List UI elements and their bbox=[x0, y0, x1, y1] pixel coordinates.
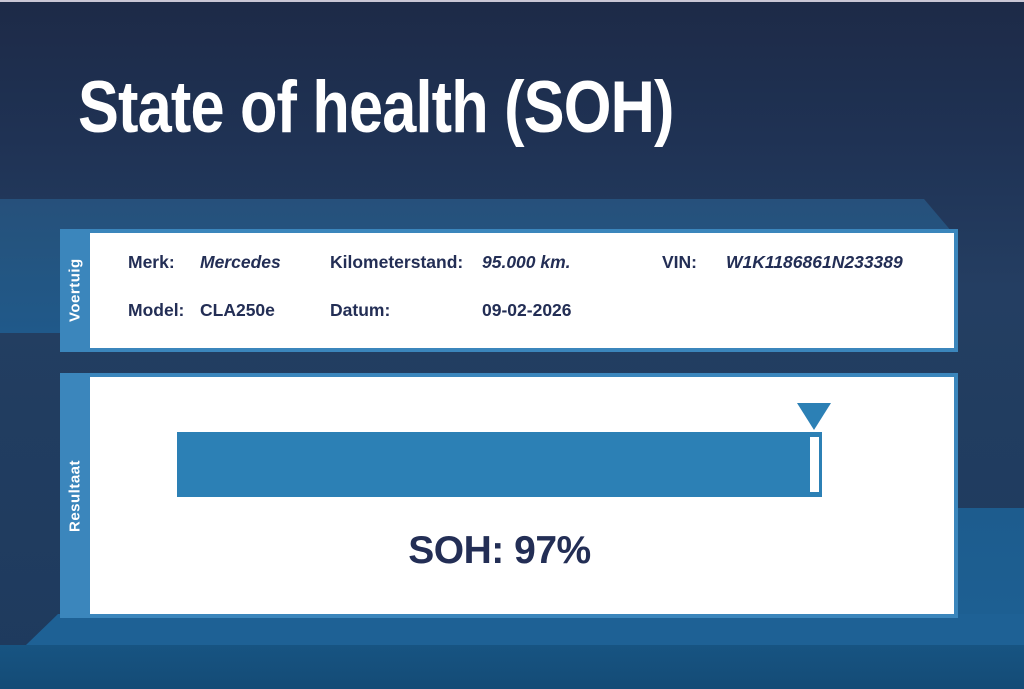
vin-value: W1K1186861N233389 bbox=[726, 252, 903, 272]
page-title: State of health (SOH) bbox=[78, 67, 674, 148]
vehicle-panel-body: Merk: Mercedes Kilometerstand: 95.000 km… bbox=[90, 233, 954, 348]
background-band-upper bbox=[26, 614, 1024, 645]
model-label: Model: bbox=[128, 300, 185, 320]
top-edge-line bbox=[0, 0, 1024, 2]
soh-marker-icon bbox=[796, 403, 831, 430]
brand-label: Merk: bbox=[128, 252, 175, 272]
vin-label: VIN: bbox=[662, 252, 697, 272]
date-value: 09-02-2026 bbox=[482, 300, 572, 320]
soh-gauge-bar bbox=[177, 403, 831, 497]
mileage-value: 95.000 km. bbox=[482, 252, 571, 272]
soh-remaining-gap bbox=[809, 437, 819, 492]
soh-result-text: SOH: 97% bbox=[408, 529, 591, 572]
mileage-label: Kilometerstand: bbox=[330, 252, 464, 272]
result-panel-side-label: Resultaat bbox=[66, 459, 84, 532]
date-label: Datum: bbox=[330, 300, 391, 320]
brand-value: Mercedes bbox=[200, 252, 281, 272]
result-panel-body: SOH: 97% bbox=[90, 377, 954, 614]
vehicle-panel-side-label: Voertuig bbox=[66, 258, 84, 323]
background-band-lower bbox=[0, 645, 1024, 689]
model-value: CLA250e bbox=[200, 300, 275, 320]
result-panel: Resultaat SOH: 97% bbox=[60, 373, 958, 618]
vehicle-panel: Voertuig Merk: Mercedes Kilometerstand: … bbox=[60, 229, 958, 352]
